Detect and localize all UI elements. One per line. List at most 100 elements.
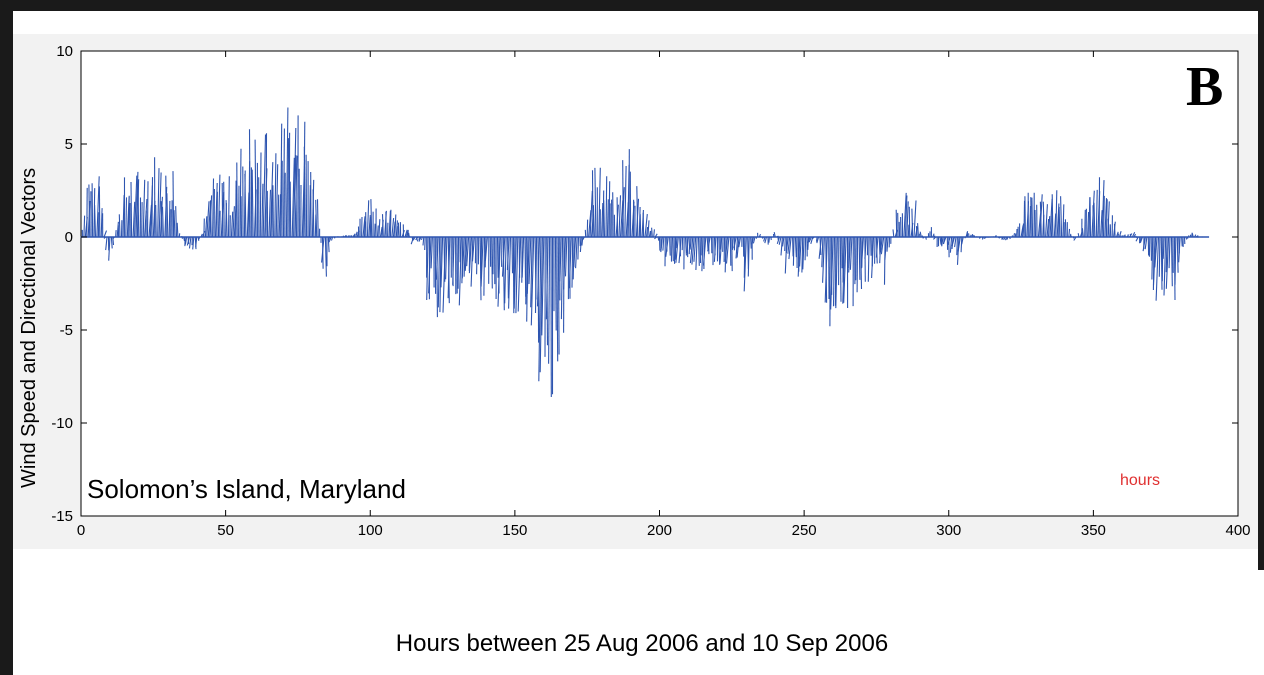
wind-vector xyxy=(216,191,218,238)
wind-vector xyxy=(428,236,432,294)
wind-vector xyxy=(1118,231,1122,238)
wind-vector xyxy=(1142,236,1146,252)
x-tick-label: 250 xyxy=(792,522,817,539)
wind-vector xyxy=(1154,236,1158,268)
wind-vector xyxy=(572,236,575,280)
wind-vector xyxy=(142,179,146,238)
wind-vector xyxy=(355,231,358,238)
wind-vector xyxy=(1051,194,1054,238)
wind-vector xyxy=(392,221,396,238)
panel-letter: B xyxy=(1186,56,1223,118)
wind-vector xyxy=(125,197,128,238)
wind-vector xyxy=(895,209,898,238)
wind-vector xyxy=(1163,236,1167,296)
wind-vector xyxy=(484,236,487,268)
wind-vector xyxy=(278,194,282,238)
wind-vector xyxy=(100,208,103,238)
wind-vector xyxy=(394,214,397,238)
wind-vector xyxy=(363,221,366,238)
wind-vector xyxy=(913,200,917,238)
wind-vector xyxy=(287,138,290,238)
wind-vector xyxy=(445,236,448,280)
wind-vector xyxy=(246,192,250,238)
wind-vector xyxy=(315,199,318,238)
wind-vector xyxy=(184,236,188,245)
x-tick-label: 0 xyxy=(77,522,85,539)
wind-vector xyxy=(773,231,776,238)
wind-vector xyxy=(731,236,734,251)
wind-vector xyxy=(424,236,426,251)
wind-vector xyxy=(206,201,210,238)
wind-vector xyxy=(1151,236,1154,280)
wind-vector xyxy=(673,236,676,264)
wind-vector xyxy=(501,236,506,277)
wind-vector xyxy=(282,128,285,238)
y-axis-ticks: 10 5 0 -5 -10 -15 xyxy=(51,43,1238,525)
wind-vector xyxy=(379,226,383,238)
wind-vector xyxy=(867,236,870,282)
wind-vector xyxy=(892,229,895,238)
wind-vector xyxy=(822,236,825,283)
wind-vector xyxy=(368,215,371,238)
wind-vector xyxy=(743,236,746,278)
wind-vector xyxy=(1173,236,1176,301)
wind-vector xyxy=(94,204,97,238)
wind-vector xyxy=(733,236,737,249)
wind-vector xyxy=(1045,204,1048,238)
wind-vector xyxy=(1084,209,1086,238)
wind-vector xyxy=(662,236,665,251)
wind-vector xyxy=(830,236,834,310)
wind-vector xyxy=(232,206,235,238)
wind-vector xyxy=(97,212,100,238)
wind-vector xyxy=(548,236,551,364)
wind-vector xyxy=(764,236,768,244)
wind-vector xyxy=(1021,223,1025,238)
wind-vector xyxy=(808,236,812,243)
wind-vector xyxy=(497,236,501,307)
wind-vector xyxy=(956,236,958,256)
wind-vector xyxy=(1170,236,1173,287)
wind-vector xyxy=(675,236,678,249)
wind-vector xyxy=(137,187,140,238)
wind-vector xyxy=(903,192,907,238)
wind-vector xyxy=(871,236,875,279)
wind-vector xyxy=(695,236,698,271)
wind-vector xyxy=(954,236,957,248)
wind-vector xyxy=(506,236,510,271)
wind-vector xyxy=(108,236,111,261)
wind-vector xyxy=(768,236,770,243)
wind-vector xyxy=(807,236,811,244)
wind-vector xyxy=(530,236,533,308)
wind-vector xyxy=(209,200,212,238)
wind-vector xyxy=(239,148,242,238)
wind-vector xyxy=(458,236,462,306)
wind-vector xyxy=(1162,236,1165,259)
wind-vector xyxy=(483,236,486,296)
wind-vector xyxy=(849,236,853,270)
wind-vector xyxy=(693,236,697,262)
wind-vector xyxy=(538,236,542,382)
wind-vector xyxy=(1181,236,1183,247)
wind-vector xyxy=(824,236,828,303)
wind-vector xyxy=(707,236,711,252)
wind-vector xyxy=(484,236,488,261)
wind-vector xyxy=(638,206,641,238)
wind-vector xyxy=(678,236,682,264)
wind-vector xyxy=(592,205,595,238)
wind-vector xyxy=(277,194,280,238)
wind-vector xyxy=(388,210,391,238)
wind-vector xyxy=(374,223,376,238)
wind-vector xyxy=(452,236,455,285)
wind-vector xyxy=(1165,236,1168,273)
wind-vector xyxy=(410,236,415,245)
wind-vector xyxy=(1160,236,1163,290)
wind-vector xyxy=(839,236,842,302)
wind-vector xyxy=(660,236,663,253)
wind-vector xyxy=(1105,199,1108,238)
wind-vector xyxy=(217,174,221,238)
wind-vector xyxy=(303,146,306,238)
wind-vector xyxy=(397,222,400,238)
wind-vector xyxy=(295,154,298,238)
wind-vector xyxy=(848,236,851,273)
wind-vector xyxy=(1060,196,1063,238)
